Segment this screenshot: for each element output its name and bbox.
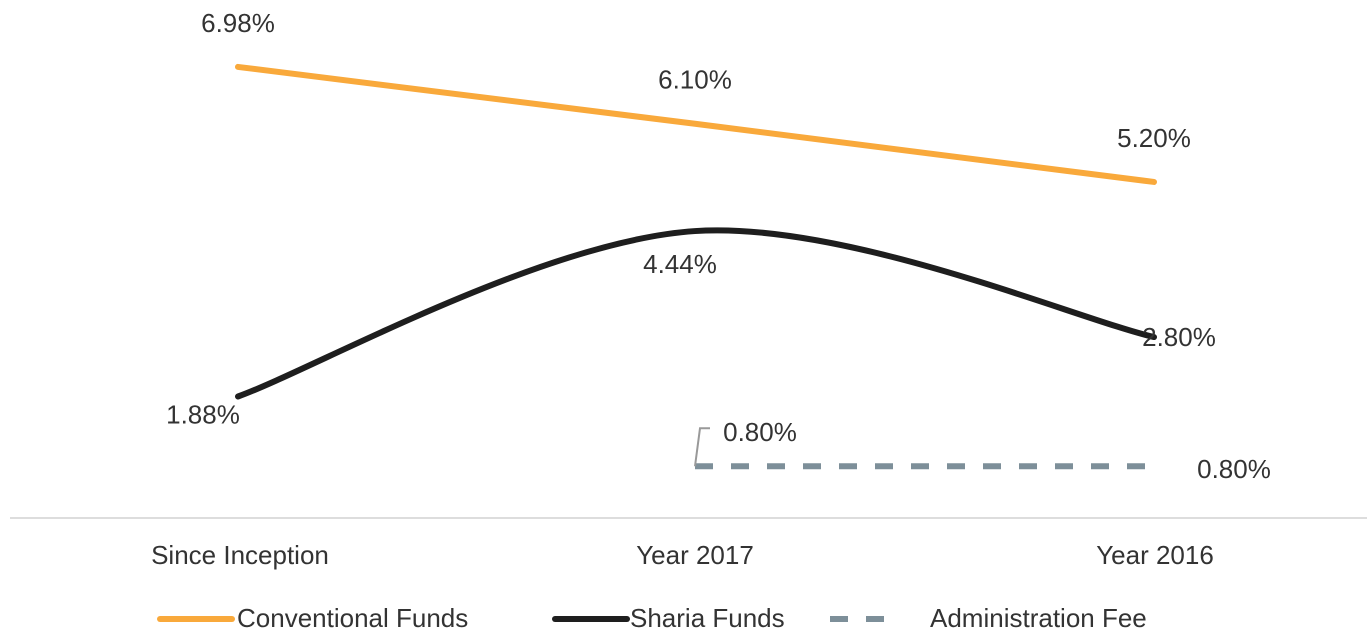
series-line: [235, 227, 1157, 400]
x-tick-label: Year 2017: [636, 540, 754, 570]
legend-label: Administration Fee: [930, 603, 1147, 633]
data-label: 1.88%: [166, 399, 240, 429]
data-label: 2.80%: [1142, 322, 1216, 352]
data-label: 6.10%: [658, 65, 732, 95]
data-label: 0.80%: [1197, 454, 1271, 484]
x-tick-label: Since Inception: [151, 540, 329, 570]
legend-label: Conventional Funds: [237, 603, 468, 633]
data-label: 5.20%: [1117, 123, 1191, 153]
data-label: 6.98%: [201, 8, 275, 38]
data-label: 0.80%: [723, 417, 797, 447]
legend-label: Sharia Funds: [630, 603, 785, 633]
series-line: [235, 63, 1157, 185]
data-label: 4.44%: [643, 249, 717, 279]
leader-line: [694, 427, 710, 467]
x-tick-label: Year 2016: [1096, 540, 1214, 570]
